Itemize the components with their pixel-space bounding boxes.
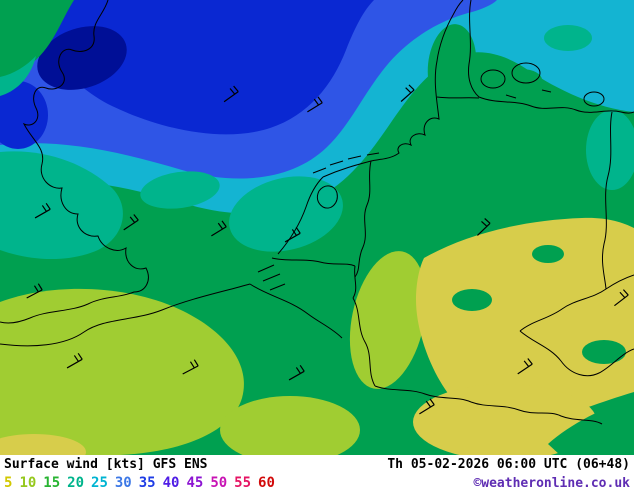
- model-label: GFS ENS: [152, 457, 208, 472]
- legend-value: 15: [43, 475, 61, 490]
- legend-value: 50: [210, 475, 228, 490]
- teal-patch-kattegat: [544, 25, 592, 51]
- copyright-link[interactable]: ©weatheronline.co.uk: [473, 476, 630, 490]
- wind-map: [0, 0, 634, 455]
- legend-value: 60: [258, 475, 275, 490]
- teal-patch-uk: [0, 151, 123, 260]
- legend-value: 55: [234, 475, 252, 490]
- teal-patch-east-edge: [586, 110, 634, 190]
- legend-value: 45: [186, 475, 204, 490]
- footer-row-1: Surface wind [kts] GFS ENS Th 05-02-2026…: [4, 456, 630, 473]
- country-borders: [249, 96, 634, 425]
- yellow-patch-bottomleft: [0, 434, 86, 455]
- yellowgreen-region-southwest: [0, 288, 244, 455]
- legend-value: 20: [67, 475, 85, 490]
- map-area: [0, 0, 634, 455]
- teal-patch-mid: [140, 171, 220, 209]
- teal-patch-topleft: [0, 56, 36, 96]
- teal-patch-coast: [229, 176, 343, 252]
- green-accent-3: [582, 340, 626, 364]
- yellowgreen-patch-bottom: [220, 396, 360, 455]
- legend-value: 25: [91, 475, 108, 490]
- green-patch-topleft: [0, 0, 74, 77]
- legend-value: 5: [4, 475, 13, 490]
- coastlines: [0, 0, 634, 347]
- footer-row-2: 5 10 15 20 25 30 35 40 45 50 55 60 ©weatheronline.c…: [4, 473, 630, 490]
- green-accent-1: [452, 289, 492, 311]
- navy-wind-patch: [37, 26, 127, 90]
- legend-values: 5 10 15 20 25 30 35 40 45 50 55 60: [4, 473, 282, 490]
- valid-time: Th 05-02-2026 06:00 UTC (06+48): [387, 457, 630, 472]
- footer: Surface wind [kts] GFS ENS Th 05-02-2026…: [0, 455, 634, 490]
- map-title: Surface wind [kts] GFS ENS: [4, 456, 208, 473]
- legend-value: 40: [162, 475, 180, 490]
- legend-value: 30: [114, 475, 132, 490]
- product-label: Surface wind: [4, 457, 98, 472]
- yellow-region-east: [416, 217, 634, 423]
- dark-blue-wind-patch: [0, 81, 48, 149]
- legend-value: 35: [138, 475, 156, 490]
- green-accent-2: [532, 245, 564, 263]
- yellow-patch-south: [413, 384, 597, 455]
- legend-value: 10: [19, 475, 37, 490]
- unit-label: [kts]: [105, 457, 145, 472]
- green-region-southeast: [548, 398, 634, 455]
